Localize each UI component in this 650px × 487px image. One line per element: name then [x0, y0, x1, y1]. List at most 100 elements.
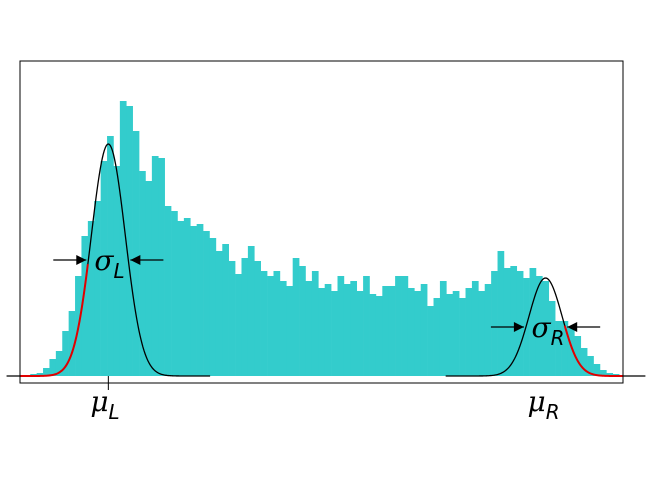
sigma-label: σR — [532, 311, 565, 350]
bar — [427, 306, 434, 376]
bar — [62, 331, 69, 376]
bar — [331, 291, 338, 376]
bar — [388, 286, 396, 376]
sigma-label: σL — [94, 244, 124, 283]
bar — [190, 226, 197, 376]
bar — [203, 231, 210, 376]
bar — [107, 136, 114, 376]
mu-symbol: μ — [528, 385, 546, 418]
bar — [299, 266, 306, 376]
bar — [471, 281, 479, 376]
bar — [587, 356, 594, 376]
bar — [478, 291, 486, 376]
bar — [350, 281, 358, 376]
bar — [343, 284, 351, 376]
bar — [529, 268, 537, 376]
bar — [113, 166, 121, 376]
bar — [561, 321, 569, 376]
mu-label: μR — [528, 385, 560, 424]
bar — [401, 276, 409, 376]
bar — [158, 158, 165, 376]
bar — [151, 156, 159, 376]
bar — [87, 221, 95, 376]
bar — [183, 218, 191, 376]
bar — [132, 131, 140, 376]
bar — [68, 311, 76, 376]
sigma-subscript: L — [113, 259, 124, 283]
bar — [279, 281, 287, 376]
mu-subscript: L — [109, 400, 120, 424]
bar — [574, 336, 582, 376]
sigma-symbol: σ — [94, 244, 114, 277]
bar — [318, 288, 326, 376]
mu-label: μL — [90, 385, 119, 424]
bar — [433, 298, 441, 376]
bar — [247, 246, 255, 376]
bar — [215, 251, 223, 376]
bar — [235, 274, 242, 376]
bar — [542, 281, 550, 376]
bar — [164, 206, 172, 376]
bar — [548, 301, 556, 376]
sigma-subscript: R — [551, 326, 565, 350]
bar — [555, 321, 562, 376]
bar — [254, 261, 261, 376]
bar — [126, 106, 133, 376]
bar — [497, 251, 505, 376]
bar — [43, 368, 50, 376]
bar — [535, 276, 543, 376]
bar — [369, 294, 377, 376]
sigma-symbol: σ — [532, 311, 552, 344]
bar — [228, 261, 236, 376]
bar — [305, 281, 313, 376]
bar — [516, 271, 524, 376]
bar — [503, 268, 511, 376]
bar — [324, 284, 332, 376]
bar — [267, 276, 274, 376]
bar — [241, 258, 249, 376]
bars — [30, 101, 620, 376]
bar — [439, 281, 447, 376]
bar — [580, 348, 588, 376]
bar — [139, 171, 146, 376]
bar — [407, 288, 415, 376]
bar — [209, 238, 217, 376]
bar — [145, 181, 153, 376]
bar — [55, 351, 63, 376]
curves — [6, 143, 646, 377]
bar — [36, 373, 44, 376]
bar — [484, 284, 492, 376]
bar — [222, 244, 229, 376]
mu-symbol: μ — [90, 385, 108, 418]
bar — [465, 288, 473, 376]
bar — [414, 291, 422, 376]
bar — [337, 276, 345, 376]
bar — [459, 298, 466, 376]
bar — [49, 359, 57, 376]
bar — [491, 271, 498, 376]
bar — [420, 284, 428, 376]
bar — [292, 258, 300, 376]
plot-frame — [19, 60, 624, 384]
bar — [375, 296, 383, 376]
bar — [119, 101, 127, 376]
bar — [593, 364, 601, 376]
bar — [452, 291, 460, 376]
bar — [260, 271, 268, 376]
bar — [100, 161, 108, 376]
bar — [510, 266, 518, 376]
bar — [606, 373, 614, 376]
bar — [567, 328, 575, 376]
bar — [599, 370, 607, 376]
bar — [382, 286, 390, 376]
bar — [395, 276, 402, 376]
bar — [286, 286, 293, 376]
mu-subscript: R — [546, 400, 560, 424]
bar — [446, 294, 454, 376]
bar — [196, 224, 204, 376]
bar — [356, 291, 364, 376]
bar — [273, 271, 281, 376]
fit-tail — [20, 263, 89, 377]
